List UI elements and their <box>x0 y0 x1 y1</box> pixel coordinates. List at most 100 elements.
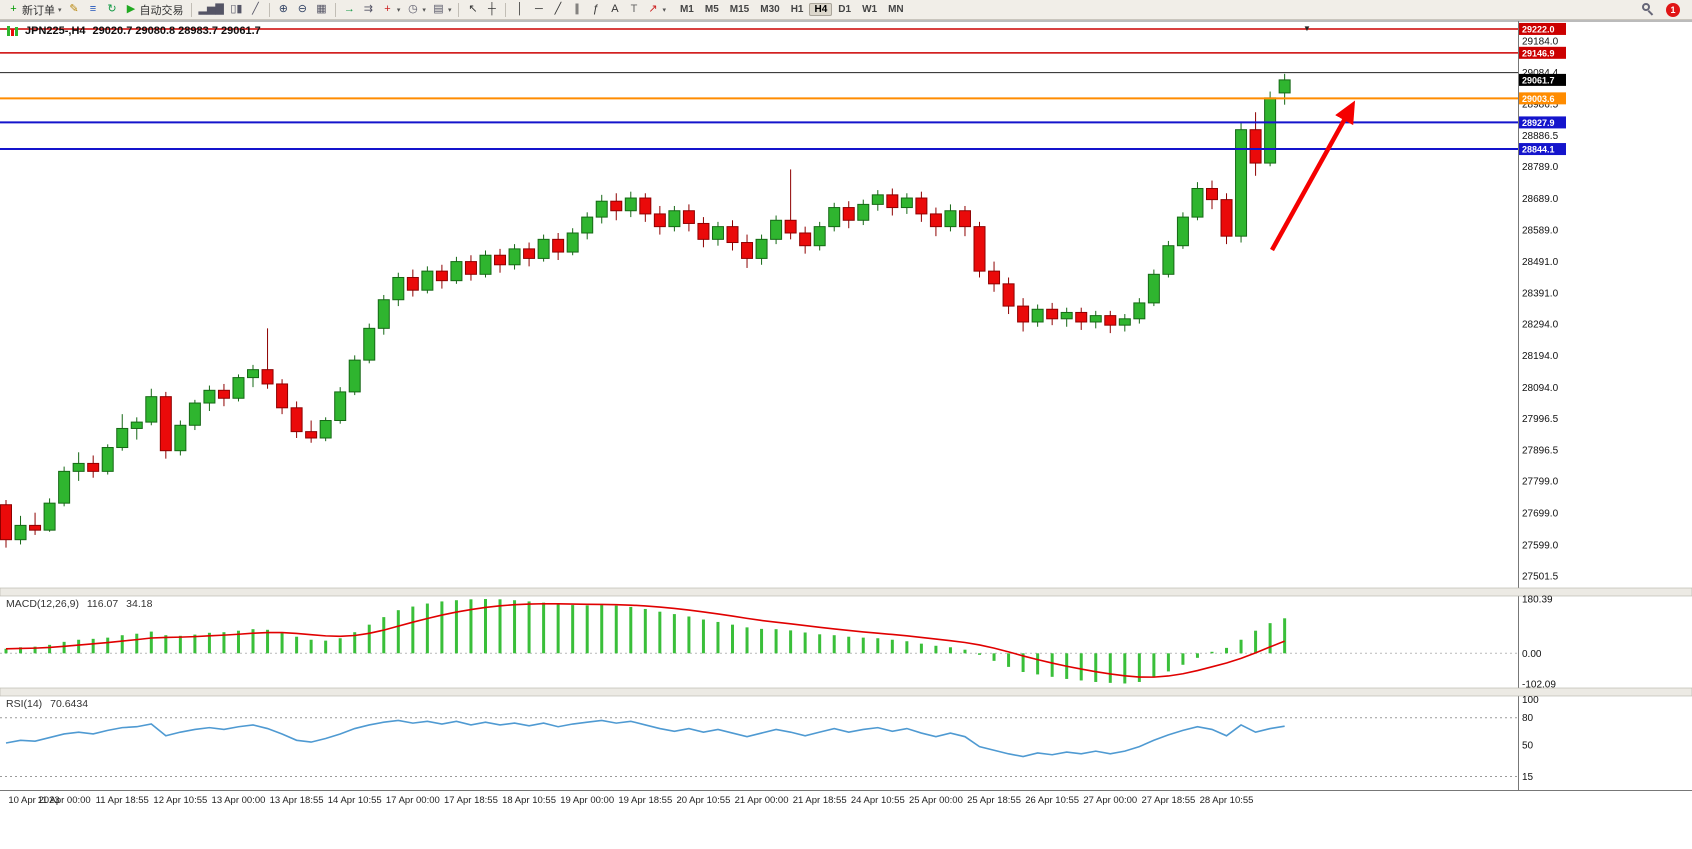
horizontal-line-button[interactable]: ─ <box>529 3 548 16</box>
tile-windows-icon: ▦ <box>316 3 327 15</box>
timeframe-w1[interactable]: W1 <box>862 4 878 15</box>
time-axis-label: 21 Apr 18:55 <box>793 795 847 806</box>
chart-canvas[interactable]: 180.39 0.00 -102.09 100 80 50 15 29184.0 29084.4… <box>0 20 1692 849</box>
equidistant-channel-button[interactable]: ∥ <box>567 3 586 16</box>
templates-button[interactable]: ▤ ▾ <box>429 3 455 16</box>
panel-splitter-2[interactable] <box>0 687 1692 697</box>
chart-background <box>0 20 1692 849</box>
caret-down-icon: ▾ <box>447 6 452 14</box>
periods-button[interactable]: ◷ ▾ <box>403 3 429 16</box>
price-axis-label: 27896.5 <box>1522 446 1559 457</box>
price-badge-29222.0: 29222.0 <box>1519 22 1566 35</box>
caret-down-icon: ▾ <box>58 6 62 14</box>
new-order-button[interactable]: + 新订单 ▾ <box>4 1 65 19</box>
icon-bar-red <box>11 29 14 36</box>
toolbar-separator <box>268 2 270 17</box>
chart-shift-button[interactable]: ⇉ <box>359 3 378 16</box>
time-axis-label: 24 Apr 10:55 <box>851 795 905 806</box>
time-axis-label: 11 Apr 00:00 <box>38 795 91 806</box>
cursor-button[interactable]: ↖ <box>463 3 482 16</box>
time-axis-label: 20 Apr 10:55 <box>676 795 730 806</box>
time-axis-label: 18 Apr 10:55 <box>502 795 556 806</box>
crosshair-button[interactable]: ┼ <box>482 3 501 16</box>
price-axis-label: 28789.0 <box>1522 162 1559 173</box>
caret-down-icon: ▾ <box>396 6 401 14</box>
rsi-axis-label: 15 <box>1522 772 1534 783</box>
line-chart-button[interactable]: ╱ <box>246 3 265 16</box>
notification-badge[interactable]: 1 <box>1666 2 1680 17</box>
metaeditor-icon: ✎ <box>69 3 79 15</box>
price-axis-label: 27501.5 <box>1522 571 1559 582</box>
magnifier-glass <box>1642 3 1650 11</box>
text-button[interactable]: A <box>605 3 624 16</box>
candlestick-series <box>0 73 1291 548</box>
fibonacci-button[interactable]: ƒ <box>586 3 605 16</box>
search-icon[interactable] <box>1641 2 1656 17</box>
auto-scroll-button[interactable]: → <box>340 3 359 16</box>
candlestick-chart-button[interactable]: ▯▮ <box>227 3 246 16</box>
new-order-icon: + <box>10 3 17 15</box>
zoom-in-button[interactable]: ⊕ <box>274 3 293 16</box>
vertical-line-button[interactable]: │ <box>510 3 529 16</box>
time-axis-label: 19 Apr 00:00 <box>560 795 614 806</box>
toolbar-separator <box>505 2 507 17</box>
macd-axis-label: -102.09 <box>1522 680 1556 691</box>
timeframe-m1[interactable]: M1 <box>679 4 694 15</box>
indicators-icon: + <box>384 3 391 15</box>
price-axis-label: 28689.0 <box>1522 194 1559 205</box>
time-axis-label: 25 Apr 00:00 <box>909 795 963 806</box>
autotrading-button[interactable]: ▶ 自动交易 <box>122 1 187 19</box>
templates-icon: ▤ <box>433 3 444 15</box>
caret-down-icon: ▾ <box>422 6 426 14</box>
timeframe-m15[interactable]: M15 <box>729 4 750 15</box>
timeframe-m30[interactable]: M30 <box>760 4 780 15</box>
arrows-button[interactable]: ↗ ▾ <box>643 3 669 16</box>
tile-windows-button[interactable]: ▦ <box>312 3 331 16</box>
timeframe-d1[interactable]: D1 <box>838 4 852 15</box>
refresh-icon: ↻ <box>107 3 117 15</box>
toolbar: + 新订单 ▾ ✎ ≡ ↻ ▶ 自动交易 ▂▅▇ ▯▮ ╱ ⊕ ⊖ ▦ → ⇉ + ▾ ◷ ▾ ▤ ▾ ↖ ┼ │ ─ ╱ ∥ ƒ A T ↗… <box>0 0 1692 20</box>
market-watch-button[interactable]: ≡ <box>84 3 103 16</box>
macd-histogram <box>4 599 1287 684</box>
periods-icon: ◷ <box>408 3 418 15</box>
time-axis-label: 13 Apr 00:00 <box>212 795 266 806</box>
vertical-line-icon: │ <box>516 3 524 15</box>
chart-shift-marker: ▼ <box>1303 24 1311 33</box>
price-badge-28927.9: 28927.9 <box>1519 116 1566 129</box>
time-axis-label: 28 Apr 10:55 <box>1200 795 1254 806</box>
text-label-icon: T <box>630 3 638 15</box>
timeframe-h4[interactable]: H4 <box>809 3 833 16</box>
fibonacci-icon: ƒ <box>592 3 600 15</box>
macd-axis-label: 180.39 <box>1522 594 1553 605</box>
refresh-button[interactable]: ↻ <box>103 3 122 16</box>
time-axis-label: 11 Apr 18:55 <box>96 795 149 806</box>
cursor-icon: ↖ <box>468 3 478 15</box>
macd-value-signal: 34.18 <box>126 598 153 610</box>
ohlc-values: 29020.7 29080.8 28983.7 29061.7 <box>92 25 261 37</box>
autotrading-icon: ▶ <box>126 3 136 15</box>
trend-arrow-annotation[interactable] <box>1270 100 1356 252</box>
panel-splitter-1[interactable] <box>0 587 1692 597</box>
timeframe-h1[interactable]: H1 <box>790 4 804 15</box>
price-badge-text: 29003.6 <box>1522 94 1555 104</box>
price-axis-label: 28589.0 <box>1522 226 1559 237</box>
text-label-button[interactable]: T <box>624 3 643 16</box>
macd-axis-label: 0.00 <box>1522 649 1542 660</box>
time-axis-label: 17 Apr 18:55 <box>444 795 498 806</box>
icon-bar-green2 <box>15 27 18 36</box>
trendline-button[interactable]: ╱ <box>548 3 567 16</box>
price-axis-label: 28094.0 <box>1522 383 1559 394</box>
arrows-icon: ↗ <box>648 3 658 15</box>
time-axis-label: 14 Apr 10:55 <box>328 795 382 806</box>
timeframe-m5[interactable]: M5 <box>704 4 719 15</box>
rsi-line <box>5 719 1285 758</box>
indicators-button[interactable]: + ▾ <box>378 3 404 16</box>
timeframe-mn[interactable]: MN <box>888 4 904 15</box>
metaeditor-button[interactable]: ✎ <box>65 3 84 16</box>
price-axis-label: 27599.0 <box>1522 540 1559 551</box>
bar-chart-icon: ▂▅▇ <box>198 3 224 15</box>
rsi-axis-label: 80 <box>1522 713 1534 724</box>
new-order-button-label: 新订单 <box>22 4 55 17</box>
bar-chart-button[interactable]: ▂▅▇ <box>196 3 227 16</box>
zoom-out-button[interactable]: ⊖ <box>293 3 312 16</box>
